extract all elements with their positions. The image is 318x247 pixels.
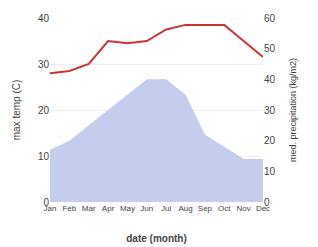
svg-text:Jul: Jul — [161, 204, 171, 213]
svg-text:0: 0 — [43, 197, 49, 208]
svg-text:med. precipitation (kg/m2): med. precipitation (kg/m2) — [288, 58, 298, 162]
svg-text:10: 10 — [38, 151, 50, 162]
svg-text:30: 30 — [38, 59, 50, 70]
svg-text:Oct: Oct — [218, 204, 231, 213]
svg-text:Feb: Feb — [62, 204, 76, 213]
svg-text:60: 60 — [264, 13, 276, 24]
svg-text:Jan: Jan — [44, 204, 57, 213]
svg-text:40: 40 — [38, 13, 50, 24]
svg-text:max temp (C): max temp (C) — [11, 80, 22, 141]
svg-text:20: 20 — [264, 135, 276, 146]
svg-text:Mar: Mar — [82, 204, 96, 213]
svg-text:50: 50 — [264, 43, 276, 54]
svg-text:40: 40 — [264, 74, 276, 85]
svg-text:Jun: Jun — [140, 204, 153, 213]
svg-text:30: 30 — [264, 105, 276, 116]
svg-text:0: 0 — [264, 197, 270, 208]
svg-text:20: 20 — [38, 105, 50, 116]
svg-text:Sep: Sep — [198, 204, 213, 213]
svg-text:Nov: Nov — [237, 204, 251, 213]
svg-text:Aug: Aug — [178, 204, 192, 213]
svg-text:Apr: Apr — [102, 204, 115, 213]
svg-text:date (month): date (month) — [126, 233, 187, 244]
svg-text:May: May — [120, 204, 135, 213]
svg-text:10: 10 — [264, 166, 276, 177]
svg-text:Dec: Dec — [256, 204, 270, 213]
